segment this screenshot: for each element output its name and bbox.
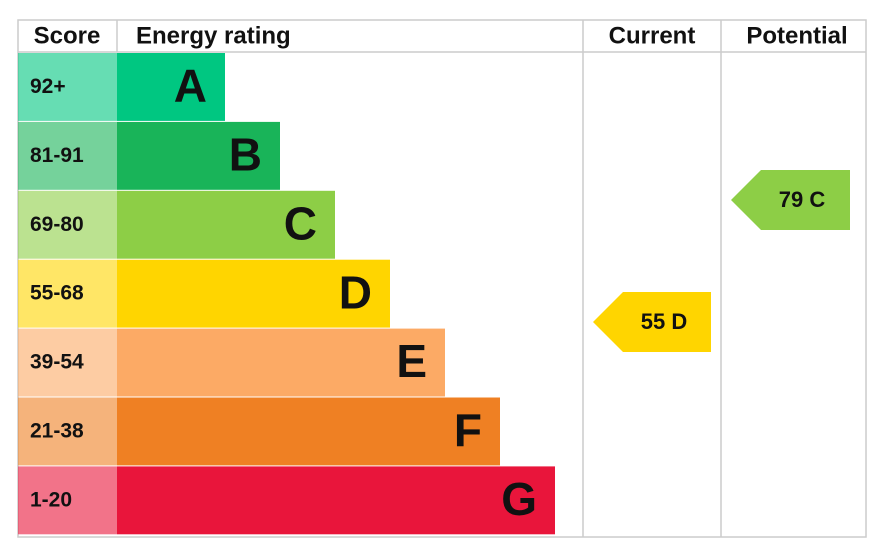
score-label: 1-20 [30, 488, 72, 511]
header: Score [34, 22, 101, 49]
header: Energy rating [136, 22, 291, 49]
score-cell [18, 466, 117, 535]
rating-letter: B [229, 129, 262, 181]
score-label: 55-68 [30, 282, 84, 305]
score-label: 81-91 [30, 144, 84, 167]
score-label: 39-54 [30, 351, 84, 374]
header: Current [609, 22, 696, 49]
rating-letter: D [339, 266, 372, 318]
bands: 92+ A 81-91 B 69-80 C 55-68 D 39-54 E 21-38 F 1-20 G [18, 53, 555, 535]
rating-letter: A [174, 60, 207, 112]
rating-letter: C [284, 197, 317, 249]
rating-letter: E [396, 335, 427, 387]
score-cell [18, 121, 117, 190]
rating-bar [117, 190, 335, 259]
rating-bar [117, 397, 500, 466]
rating-bar [117, 53, 225, 121]
rating-bar [117, 121, 280, 190]
rating-letter: F [454, 404, 482, 456]
rating-bar [117, 259, 390, 328]
potential-arrow [731, 170, 850, 230]
score-label: 69-80 [30, 213, 84, 236]
current-arrow [593, 292, 711, 352]
rating-bar [117, 466, 555, 535]
score-cell [18, 259, 117, 328]
header: Potential [746, 22, 847, 49]
current-rating: 55 D [641, 309, 687, 334]
score-label: 92+ [30, 75, 66, 98]
score-label: 21-38 [30, 419, 84, 442]
rating-bar [117, 328, 445, 397]
score-cell [18, 53, 117, 121]
rating-letter: G [501, 473, 537, 525]
score-cell [18, 190, 117, 259]
score-cell [18, 328, 117, 397]
score-cell [18, 397, 117, 466]
potential-rating: 79 C [779, 187, 826, 212]
